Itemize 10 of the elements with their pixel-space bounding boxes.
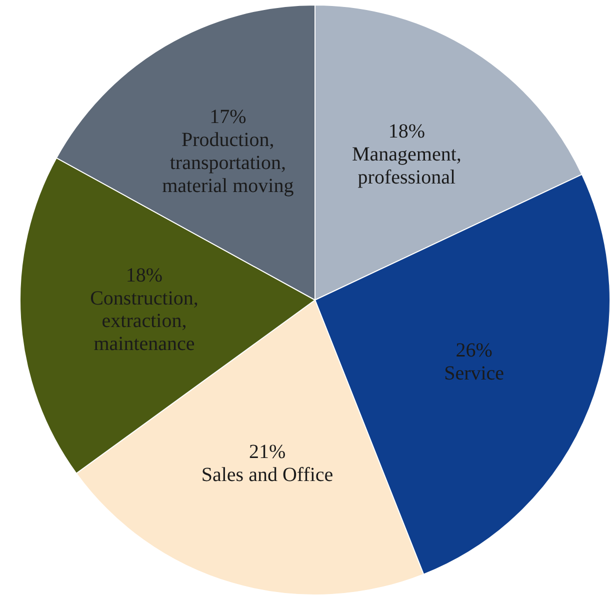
- data-label: 26%: [456, 339, 492, 362]
- slice-label: Service: [444, 362, 504, 384]
- slice-label: Management, professional: [352, 143, 462, 188]
- slice-label: Production, transportation, material moving: [162, 128, 294, 197]
- data-label: 18%: [388, 120, 426, 142]
- slice-label: Construction, extraction, maintenance: [90, 286, 198, 355]
- data-label: 18%: [126, 264, 163, 286]
- data-label: 17%: [210, 106, 246, 128]
- slice-label: Sales and Office: [201, 463, 334, 486]
- data-label: 21%: [248, 440, 286, 462]
